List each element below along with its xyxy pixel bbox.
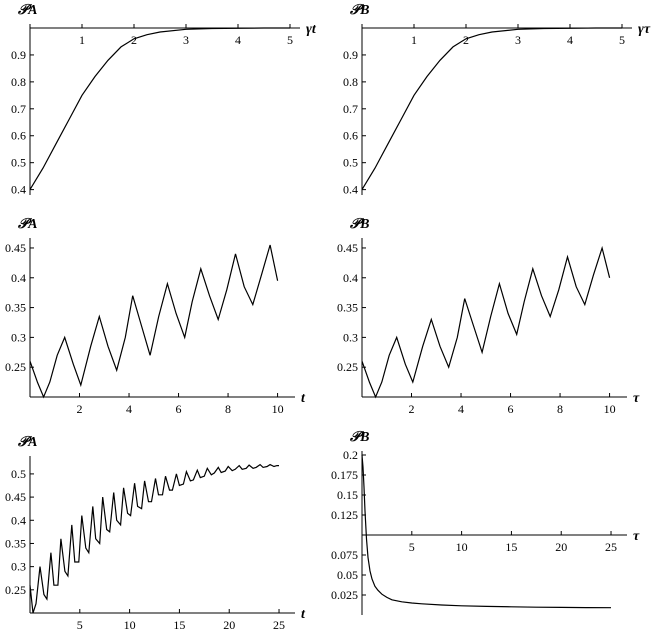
- x-tick-label: 10: [604, 402, 616, 416]
- x-tick-label: 8: [225, 402, 231, 416]
- y-axis-title: 𝒫A: [17, 3, 37, 18]
- x-tick-label: 4: [567, 33, 573, 47]
- x-tick-label: 25: [605, 540, 617, 554]
- y-tick-label: 0.175: [331, 468, 358, 482]
- x-tick-label: 5: [77, 618, 83, 631]
- x-tick-label: 15: [505, 540, 517, 554]
- x-tick-label: 2: [409, 402, 415, 416]
- x-tick-label: 10: [124, 618, 136, 631]
- panel-bottom-left: 0.25 0.3 0.35 0.4 0.45 0.5 5 10 15 20 25 𝒫A t: [5, 435, 306, 631]
- y-tick-label: 0.45: [5, 490, 26, 504]
- y-axis-title: 𝒫A: [17, 435, 37, 450]
- x-tick-label: 1: [79, 33, 85, 47]
- x-tick-label: 2: [77, 402, 83, 416]
- series-line-top-left: [29, 27, 290, 190]
- y-tick-label: 0.15: [337, 488, 358, 502]
- y-tick-label: 0.6: [343, 129, 358, 143]
- y-tick-label: 0.5: [11, 467, 26, 481]
- y-tick-label: 0.4: [343, 271, 358, 285]
- y-tick-label: 0.8: [11, 75, 26, 89]
- x-tick-label: 4: [458, 402, 464, 416]
- series-line-mid-right: [361, 245, 611, 399]
- y-tick-label: 0.4: [11, 271, 26, 285]
- x-tick-label: 20: [223, 618, 235, 631]
- x-axis-title: τ: [633, 391, 640, 406]
- series-line-top-right: [361, 27, 622, 190]
- series-line-bottom-right: [361, 454, 612, 609]
- y-axis-title: 𝒫B: [349, 217, 369, 232]
- y-tick-label: 0.3: [11, 560, 26, 574]
- x-tick-label: 10: [272, 402, 284, 416]
- x-tick-label: 6: [508, 402, 514, 416]
- y-tick-label: 0.9: [343, 48, 358, 62]
- y-tick-label: 0.35: [5, 536, 26, 550]
- y-tick-label: 0.125: [331, 508, 358, 522]
- x-tick-label: 6: [176, 402, 182, 416]
- y-axis-title: 𝒫A: [17, 217, 37, 232]
- y-tick-label: 0.7: [343, 102, 358, 116]
- y-tick-label: 0.3: [11, 330, 26, 344]
- y-tick-label: 0.4: [343, 183, 358, 197]
- x-axis-title: γt: [306, 22, 317, 37]
- x-tick-label: 5: [287, 33, 293, 47]
- x-axis-title: t: [301, 607, 306, 622]
- x-tick-label: 2: [131, 33, 137, 47]
- x-tick-label: 5: [409, 540, 415, 554]
- y-tick-label: 0.2: [343, 448, 358, 462]
- y-tick-label: 0.5: [343, 156, 358, 170]
- y-tick-label: 0.45: [5, 241, 26, 255]
- panel-mid-left: 0.25 0.3 0.35 0.4 0.45 2 4 6 8 10 𝒫A t: [5, 217, 306, 416]
- x-tick-label: 3: [183, 33, 189, 47]
- y-tick-label: 0.075: [331, 548, 358, 562]
- y-tick-label: 0.05: [337, 568, 358, 582]
- y-tick-label: 0.4: [11, 513, 26, 527]
- x-tick-label: 4: [235, 33, 241, 47]
- y-tick-label: 0.35: [5, 301, 26, 315]
- y-tick-label: 0.25: [5, 583, 26, 597]
- y-tick-label: 0.35: [337, 301, 358, 315]
- x-tick-label: 3: [515, 33, 521, 47]
- x-tick-label: 8: [557, 402, 563, 416]
- x-tick-label: 15: [173, 618, 185, 631]
- series-line-mid-left: [29, 244, 279, 399]
- panel-mid-right: 0.25 0.3 0.35 0.4 0.45 2 4 6 8 10 𝒫B τ: [337, 217, 640, 416]
- y-tick-label: 0.25: [337, 360, 358, 374]
- x-tick-label: 25: [273, 618, 285, 631]
- panel-bottom-right: 0.025 0.05 0.075 0.125 0.15 0.175 0.2 5 10 15 20 25…: [331, 430, 640, 615]
- x-tick-label: 4: [126, 402, 132, 416]
- y-axis-title: 𝒫B: [349, 3, 369, 18]
- x-tick-label: 1: [411, 33, 417, 47]
- x-tick-label: 2: [463, 33, 469, 47]
- y-tick-label: 0.5: [11, 156, 26, 170]
- x-tick-label: 5: [619, 33, 625, 47]
- y-tick-label: 0.7: [11, 102, 26, 116]
- y-tick-label: 0.4: [11, 183, 26, 197]
- x-tick-label: 20: [555, 540, 567, 554]
- y-tick-label: 0.9: [11, 48, 26, 62]
- panel-top-left: 0.4 0.5 0.6 0.7 0.8 0.9 1 2 3 4 5 𝒫A γt: [11, 3, 317, 197]
- x-axis-title: γτ: [638, 22, 651, 37]
- y-tick-label: 0.025: [331, 588, 358, 602]
- y-tick-label: 0.3: [343, 330, 358, 344]
- panel-top-right: 0.4 0.5 0.6 0.7 0.8 0.9 1 2 3 4 5 𝒫B γτ: [343, 3, 651, 197]
- series-line-bottom-left: [29, 463, 279, 614]
- y-tick-label: 0.6: [11, 129, 26, 143]
- y-tick-label: 0.45: [337, 241, 358, 255]
- x-tick-label: 10: [456, 540, 468, 554]
- y-tick-label: 0.8: [343, 75, 358, 89]
- x-axis-title: τ: [633, 529, 640, 544]
- y-tick-label: 0.25: [5, 360, 26, 374]
- x-axis-title: t: [301, 391, 306, 406]
- y-axis-title: 𝒫B: [349, 430, 369, 445]
